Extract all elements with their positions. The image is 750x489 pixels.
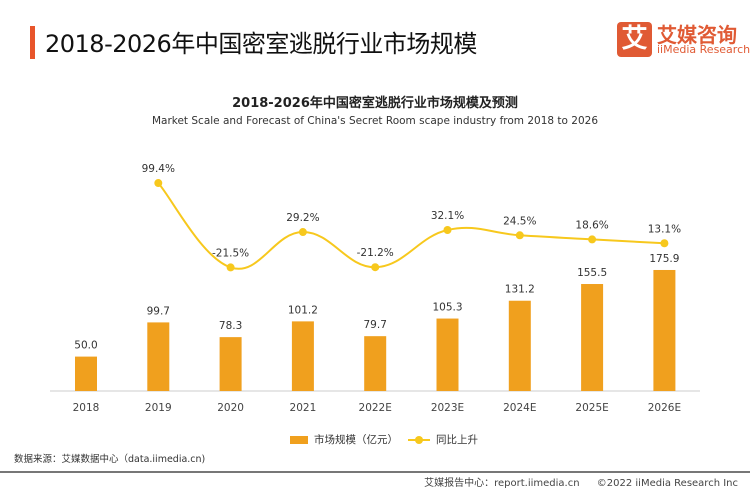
x-tick-label: 2018 — [73, 402, 100, 414]
bar — [219, 337, 242, 391]
x-tick-label: 2026E — [648, 402, 681, 414]
growth-point — [588, 235, 597, 244]
bar-value-label: 101.2 — [288, 304, 318, 316]
bar-value-label: 78.3 — [219, 320, 242, 332]
bar-value-label: 50.0 — [74, 340, 97, 352]
footer: 艾媒报告中心：report.iimedia.cn ©2022 iiMedia R… — [410, 474, 738, 489]
growth-point — [154, 179, 163, 188]
data-source: 数据来源：艾媒数据中心（data.iimedia.cn) — [14, 454, 206, 465]
growth-label: 29.2% — [286, 212, 319, 224]
legend-line-swatch — [408, 435, 430, 445]
x-tick-label: 2024E — [503, 402, 536, 414]
bar — [581, 284, 604, 391]
chart-subtitle: Market Scale and Forecast of China's Sec… — [151, 115, 599, 127]
x-tick-label: 2025E — [575, 402, 608, 414]
title-accent-bar — [30, 26, 35, 59]
logo-mark: 艾 — [617, 22, 652, 57]
growth-label: -21.2% — [357, 247, 394, 259]
growth-point — [660, 239, 669, 248]
chart-area: 50.0 2018 99.7 2019 78.3 2020 101.2 2021 79.7 202… — [50, 163, 700, 414]
legend-bar-label: 市场规模（亿元） — [314, 434, 398, 446]
bar-value-label: 155.5 — [577, 267, 607, 279]
bar-value-label: 99.7 — [147, 305, 170, 317]
growth-label: 24.5% — [503, 215, 536, 227]
growth-point — [226, 263, 235, 272]
report-link[interactable]: 艾媒报告中心：report.iimedia.cn — [424, 478, 580, 489]
bar — [75, 356, 97, 391]
growth-label: 99.4% — [142, 163, 175, 175]
legend-line-label: 同比上升 — [436, 434, 478, 446]
logo-cn: 艾媒咨询 — [657, 23, 737, 47]
x-tick-label: 2019 — [145, 402, 172, 414]
page-title: 2018-2026年中国密室逃脱行业市场规模 — [45, 30, 477, 58]
chart-title: 2018-2026年中国密室逃脱行业市场规模及预测 — [232, 96, 518, 111]
x-tick-label: 2022E — [359, 402, 392, 414]
legend-bar-swatch — [290, 435, 308, 444]
bar-value-label: 79.7 — [364, 319, 387, 331]
bar — [291, 321, 314, 391]
growth-point — [515, 231, 524, 240]
growth-label: -21.5% — [212, 247, 249, 259]
footer-divider — [0, 471, 750, 473]
legend: 市场规模（亿元） 同比上升 — [290, 432, 478, 447]
x-tick-label: 2023E — [431, 402, 464, 414]
x-tick-label: 2021 — [290, 402, 317, 414]
growth-label: 32.1% — [431, 210, 464, 222]
bar — [364, 336, 387, 391]
growth-label: 13.1% — [648, 223, 681, 235]
bar — [653, 269, 676, 391]
bar-value-label: 175.9 — [649, 253, 679, 265]
bar-value-label: 105.3 — [432, 302, 462, 314]
logo-en: iiMedia Research — [657, 43, 750, 56]
bar — [508, 300, 531, 391]
x-tick-label: 2020 — [217, 402, 244, 414]
bar — [147, 322, 170, 391]
growth-point — [443, 226, 452, 234]
growth-label: 18.6% — [575, 219, 608, 231]
bar-value-label: 131.2 — [505, 284, 535, 296]
bar — [436, 318, 459, 391]
growth-point — [371, 263, 380, 272]
growth-point — [298, 228, 307, 237]
copyright: ©2022 iiMedia Research Inc — [596, 478, 738, 489]
